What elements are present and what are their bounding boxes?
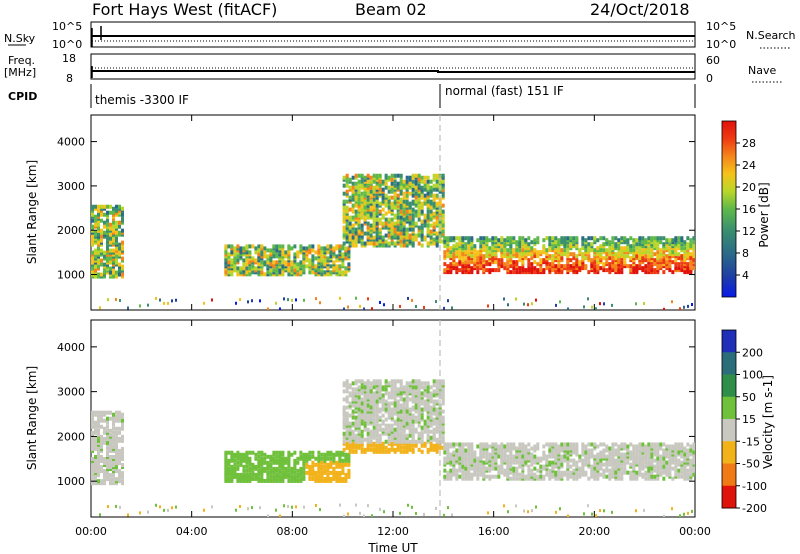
velocity-colorbar-tick: 15 (742, 413, 756, 426)
velocity-ytick-label: 2000 (57, 430, 85, 443)
freq-label: Freq. (8, 54, 35, 67)
nsky-tick-bottom: 10^0 (52, 38, 82, 51)
power-ytick-label: 4000 (57, 136, 85, 149)
power-colorbar-tick: 24 (742, 159, 756, 172)
xtick-label: 00:00 (679, 525, 711, 538)
nave-tick-bottom: 0 (706, 72, 713, 85)
freq-tick-top: 18 (62, 52, 76, 65)
cpid-segment-1: themis -3300 IF (95, 93, 189, 107)
nsearch-tick-bottom: 10^0 (706, 38, 736, 51)
velocity-colorbar-tick: -50 (742, 458, 760, 471)
xtick-label: 08:00 (276, 525, 308, 538)
velocity-colorbar-tick: -200 (742, 502, 767, 515)
power-ytick-label: 2000 (57, 224, 85, 237)
velocity-ytick-label: 1000 (57, 475, 85, 488)
nsearch-tick-top: 10^5 (706, 20, 736, 33)
power-ytick-label: 1000 (57, 269, 85, 282)
power-ytick-label: 3000 (57, 180, 85, 193)
cpid-segment-2: normal (fast) 151 IF (445, 84, 564, 98)
power-colorbar-label: Power [dB] (757, 182, 771, 247)
x-axis-label: Time UT (367, 541, 418, 554)
nave-tick-top: 60 (706, 54, 720, 67)
xtick-label: 20:00 (578, 525, 610, 538)
velocity-ytick-label: 3000 (57, 386, 85, 399)
freq-unit: [MHz] (4, 66, 36, 79)
power-colorbar-tick: 8 (742, 247, 749, 260)
velocity-ytick-label: 4000 (57, 341, 85, 354)
velocity-colorbar (721, 329, 737, 509)
nsky-tick-top: 10^5 (52, 20, 82, 33)
power-colorbar-tick: 28 (742, 137, 756, 150)
power-colorbar-tick: 4 (742, 269, 749, 282)
station-title: Fort Hays West (fitACF) (92, 0, 277, 19)
velocity-echoes (91, 379, 695, 517)
velocity-colorbar-tick: 100 (742, 369, 763, 382)
velocity-colorbar-tick: 50 (742, 391, 756, 404)
power-colorbar-tick: 12 (742, 225, 756, 238)
power-colorbar (721, 120, 737, 298)
nsky-panel-frame (90, 21, 696, 48)
xtick-label: 04:00 (176, 525, 208, 538)
xtick-label: 12:00 (377, 525, 409, 538)
nsearch-label: N.Search (746, 29, 796, 42)
velocity-colorbar-label: Velocity [m s-1] (761, 375, 775, 469)
freq-trace (92, 70, 695, 73)
velocity-colorbar-tick: -100 (742, 480, 767, 493)
power-echoes (91, 173, 695, 310)
xtick-label: 00:00 (75, 525, 107, 538)
power-ylabel: Slant Range [km] (25, 160, 39, 264)
date-title: 24/Oct/2018 (590, 0, 690, 19)
beam-title: Beam 02 (355, 0, 427, 19)
power-colorbar-tick: 16 (742, 203, 756, 216)
velocity-colorbar-tick: -15 (742, 435, 760, 448)
velocity-colorbar-tick: 200 (742, 346, 763, 359)
nsky-label: N.Sky (4, 32, 36, 45)
freq-panel-frame (90, 53, 696, 80)
xtick-label: 16:00 (478, 525, 510, 538)
freq-tick-bottom: 8 (66, 72, 73, 85)
cpid-label: CPID (8, 90, 37, 103)
power-colorbar-tick: 20 (742, 181, 756, 194)
nave-label: Nave (748, 64, 776, 77)
velocity-ylabel: Slant Range [km] (25, 366, 39, 470)
